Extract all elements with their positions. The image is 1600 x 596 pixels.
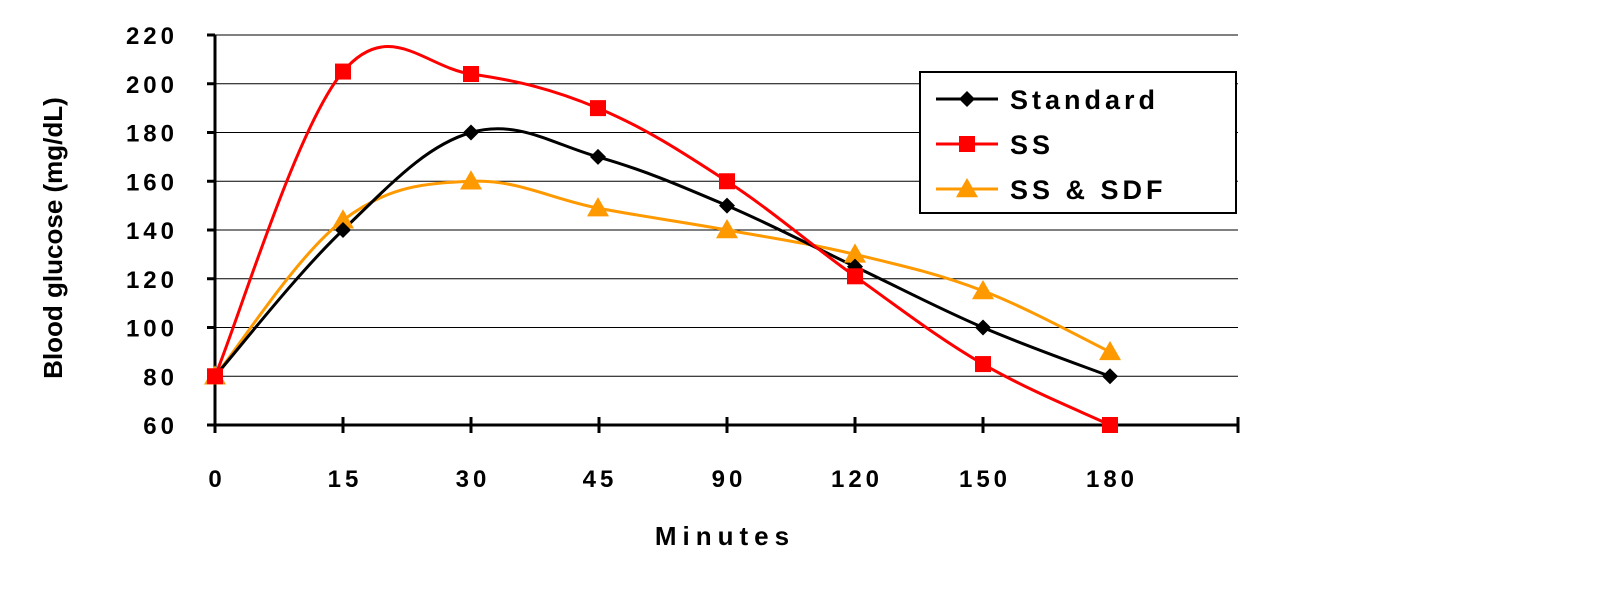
y-axis-label: Blood glucose (mg/dL) <box>38 97 68 379</box>
x-tick-label-90: 90 <box>712 466 747 493</box>
legend: Standard SS SS & SDF <box>919 71 1237 214</box>
data-point-s0-1 <box>335 222 351 238</box>
x-tick-label-180: 180 <box>1086 466 1138 493</box>
data-point-s2-3 <box>587 197 609 217</box>
x-tick-label-45: 45 <box>583 466 618 493</box>
y-tick-label-200: 200 <box>126 72 178 99</box>
legend-label-1: SS <box>1010 130 1054 160</box>
data-point-s1-4 <box>719 173 735 190</box>
data-point-s2-4 <box>716 219 738 239</box>
x-tick-label-120: 120 <box>831 466 883 493</box>
legend-label-2: SS & SDF <box>1010 175 1167 205</box>
data-point-s0-4 <box>719 197 735 214</box>
data-point-s2-2 <box>460 170 482 190</box>
y-tick-label-140: 140 <box>126 218 178 245</box>
data-point-s2-5 <box>844 243 866 263</box>
y-tick-label-100: 100 <box>126 316 178 343</box>
x-tick-label-30: 30 <box>456 466 491 493</box>
data-point-s2-7 <box>1099 340 1121 361</box>
y-tick-label-160: 160 <box>126 169 178 196</box>
x-tick-label-0: 0 <box>208 466 225 493</box>
tick-labels: 60 80 100 120 140 160 180 200 220 0 15 30 45 90 120 150… <box>126 23 1138 493</box>
x-tick-label-150: 150 <box>959 466 1011 493</box>
data-point-s1-0 <box>207 368 223 385</box>
y-tick-label-220: 220 <box>126 23 178 50</box>
y-tick-label-60: 60 <box>143 413 178 440</box>
series-line-1 <box>213 45 1111 427</box>
y-tick-label-80: 80 <box>143 364 178 391</box>
data-point-s1-3 <box>590 100 606 117</box>
data-point-s1-1 <box>335 63 351 80</box>
x-tick-label-15: 15 <box>328 466 363 493</box>
legend-marker-2 <box>956 178 978 198</box>
legend-marker-1 <box>959 136 975 152</box>
data-point-s1-5 <box>847 268 863 285</box>
data-point-s0-6 <box>975 319 991 336</box>
data-point-s1-6 <box>975 356 991 373</box>
y-tick-label-180: 180 <box>126 121 178 148</box>
y-tick-label-120: 120 <box>126 267 178 294</box>
legend-marker-0 <box>959 91 975 107</box>
series-group <box>204 45 1121 433</box>
data-point-s1-2 <box>463 66 479 82</box>
x-axis-label: Minutes <box>655 521 795 551</box>
data-point-s0-7 <box>1102 368 1118 385</box>
data-point-s0-2 <box>463 124 479 141</box>
data-point-s2-1 <box>332 209 354 229</box>
data-point-s1-7 <box>1102 417 1118 433</box>
data-point-s2-6 <box>972 279 994 300</box>
legend-label-0: Standard <box>1010 85 1159 115</box>
data-point-s0-3 <box>590 148 606 165</box>
